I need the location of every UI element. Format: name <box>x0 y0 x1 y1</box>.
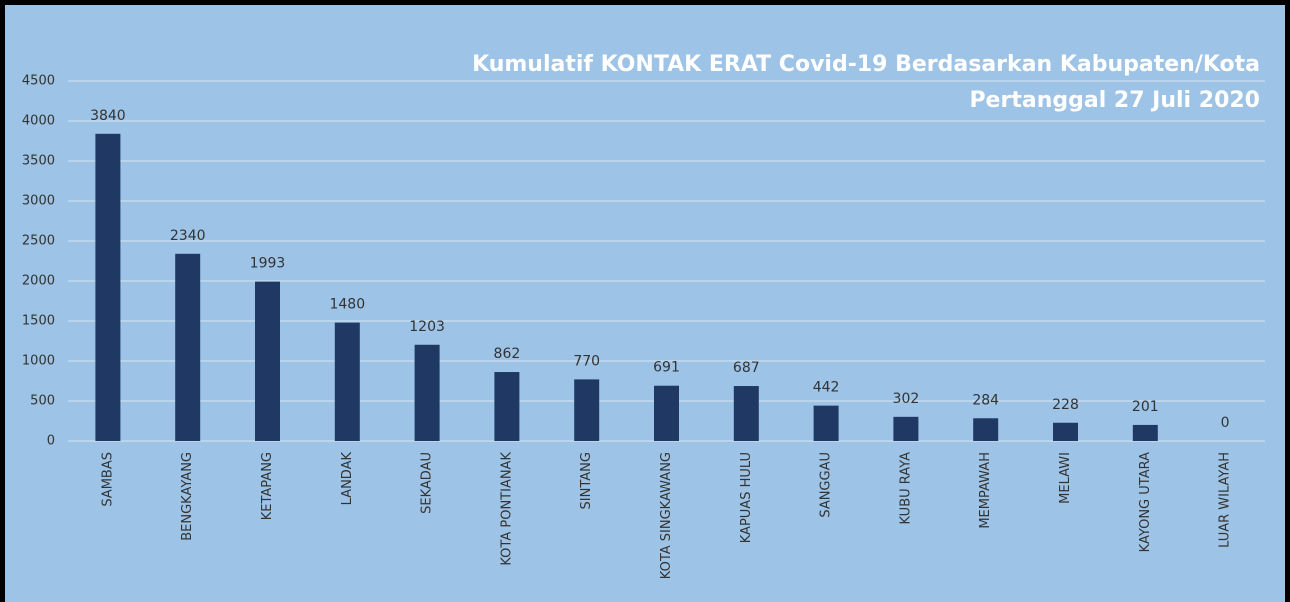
value-label: 691 <box>653 360 680 376</box>
value-label: 1480 <box>329 297 365 313</box>
y-tick-label: 1000 <box>22 354 55 369</box>
value-label: 302 <box>893 391 920 407</box>
bar <box>1132 424 1158 441</box>
x-tick-label: KOTA SINGKAWANG <box>659 452 674 579</box>
x-tick-label: LUAR WILAYAH <box>1218 452 1233 548</box>
bar <box>893 416 919 441</box>
x-tick-label: SEKADAU <box>420 452 435 514</box>
value-label: 687 <box>733 360 760 376</box>
value-label: 862 <box>494 346 521 362</box>
x-tick-label: MELAWI <box>1058 452 1073 504</box>
bar <box>813 405 839 441</box>
y-tick-label: 2000 <box>22 274 55 289</box>
bar <box>95 133 121 442</box>
y-tick-label: 4500 <box>22 74 55 89</box>
bar <box>973 418 999 441</box>
value-label: 1993 <box>250 256 286 272</box>
y-tick-label: 3000 <box>22 194 55 209</box>
y-tick-label: 2500 <box>22 234 55 249</box>
y-tick-label: 0 <box>47 434 55 449</box>
x-tick-label: KAYONG UTARA <box>1138 452 1153 552</box>
value-label: 1203 <box>409 319 445 335</box>
x-tick-label: KOTA PONTIANAK <box>499 452 514 566</box>
y-tick-label: 1500 <box>22 314 55 329</box>
value-label: 2340 <box>170 228 206 244</box>
value-label: 201 <box>1132 399 1159 415</box>
value-label: 228 <box>1052 397 1079 413</box>
x-tick-label: MEMPAWAH <box>978 452 993 529</box>
bar <box>1053 422 1078 441</box>
x-tick-label: SAMBAS <box>100 452 115 507</box>
bar <box>175 253 201 441</box>
bar <box>414 344 440 441</box>
x-tick-label: SANGGAU <box>819 452 834 518</box>
bar <box>654 385 679 441</box>
value-label: 284 <box>972 392 999 408</box>
value-label: 442 <box>813 380 840 396</box>
bar <box>334 322 360 441</box>
x-tick-label: BENGKAYANG <box>180 452 195 541</box>
bar <box>494 372 520 441</box>
y-tick-label: 500 <box>30 394 55 409</box>
top-border <box>0 0 1290 5</box>
bar <box>255 281 280 441</box>
bar <box>574 379 600 441</box>
x-tick-label: KAPUAS HULU <box>739 452 754 543</box>
x-tick-label: KUBU RAYA <box>898 452 913 525</box>
value-label: 0 <box>1221 415 1230 431</box>
x-tick-label: LANDAK <box>340 452 355 506</box>
bar <box>733 386 759 441</box>
value-label: 770 <box>573 353 600 369</box>
left-border <box>0 0 5 602</box>
value-label: 3840 <box>90 108 126 124</box>
x-tick-label: KETAPANG <box>260 452 275 520</box>
y-tick-label: 3500 <box>22 154 55 169</box>
chart-subtitle: Pertanggal 27 Juli 2020 <box>969 88 1260 113</box>
right-border <box>1285 0 1290 602</box>
y-tick-label: 4000 <box>22 114 55 129</box>
x-tick-label: SINTANG <box>579 452 594 509</box>
chart-title: Kumulatif KONTAK ERAT Covid-19 Berdasark… <box>472 52 1260 77</box>
